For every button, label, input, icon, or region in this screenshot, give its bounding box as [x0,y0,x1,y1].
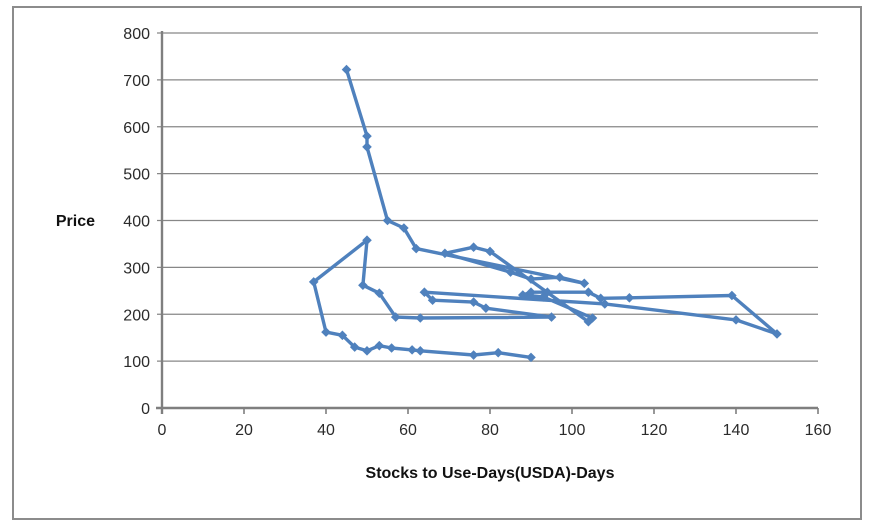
data-point-marker [390,312,401,322]
y-tick-label: 300 [123,260,150,277]
y-tick-label: 200 [123,307,150,324]
x-axis-title: Stocks to Use-Days(USDA)-Days [366,465,615,482]
data-point-marker [600,299,610,309]
data-series [308,64,782,363]
data-point-marker [411,243,421,254]
data-point-marker [546,312,557,322]
tick-labels: 0 20 40 60 80 100 120 140 160 0 100 200 300 400 500 600… [123,26,831,439]
data-point-marker [337,330,348,341]
x-tick-label: 60 [399,422,417,439]
data-point-marker [518,290,528,300]
data-point-marker [505,267,516,277]
data-point-marker [772,329,782,339]
data-point-marker [321,327,331,337]
data-point-marker [468,350,479,360]
x-tick-label: 100 [559,422,586,439]
data-point-marker [374,340,385,351]
y-tick-label: 400 [123,214,150,231]
gridlines [157,32,818,362]
data-point-marker [362,131,372,141]
data-point-marker [382,215,393,226]
y-tick-label: 800 [123,26,150,43]
data-point-marker [481,303,491,313]
data-point-marker [595,293,606,304]
x-tick-label: 140 [723,422,750,439]
data-point-marker [362,235,372,245]
data-point-marker [583,287,594,298]
chart-border [12,6,862,520]
data-point-marker [468,297,479,307]
x-tick-label: 120 [641,422,668,439]
y-tick-label: 0 [141,401,150,418]
data-point-marker [386,343,397,353]
data-point-marker [419,287,430,298]
data-point-marker [731,315,741,325]
data-point-marker [727,290,737,301]
data-point-marker [526,274,536,284]
data-point-marker [440,248,450,259]
x-tick-label: 0 [158,422,167,439]
data-point-marker [362,142,372,152]
data-point-marker [415,346,426,356]
data-point-marker [526,287,536,298]
x-tick-label: 80 [481,422,499,439]
axes [156,31,819,414]
data-point-marker [538,292,549,302]
data-point-marker [624,293,635,303]
data-point-marker [399,223,409,233]
y-tick-label: 600 [123,120,150,137]
x-tick-label: 20 [235,422,253,439]
data-point-marker [587,313,598,323]
data-point-marker [362,346,372,356]
y-tick-label: 500 [123,167,150,184]
data-point-marker [579,278,590,289]
data-point-marker [415,313,426,323]
y-axis-title: Price [56,213,95,230]
y-tick-label: 700 [123,73,150,90]
data-point-marker [468,242,479,253]
data-point-marker [493,347,503,358]
data-point-marker [526,352,536,363]
data-point-marker [374,288,385,298]
x-tick-label: 160 [805,422,832,439]
data-point-marker [485,246,495,257]
data-point-marker [308,277,319,287]
y-tick-label: 100 [123,354,150,371]
data-point-marker [554,272,565,283]
data-point-marker [407,345,417,355]
data-point-marker [583,316,594,327]
data-point-marker [349,342,360,352]
data-point-marker [358,280,368,290]
data-point-marker [427,295,438,305]
data-point-marker [341,64,352,75]
x-tick-label: 40 [317,422,335,439]
